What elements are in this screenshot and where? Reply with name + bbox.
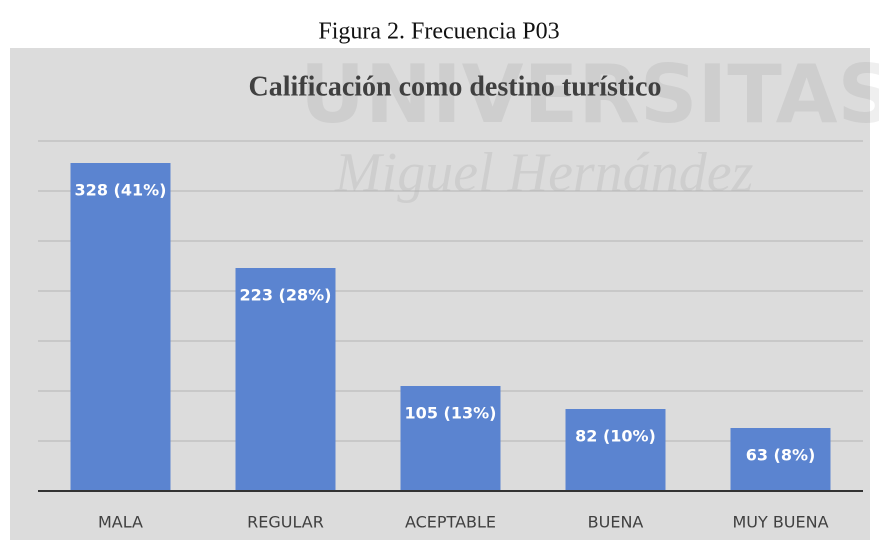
data-label: 223 (28%): [240, 286, 332, 305]
x-tick-label: MALA: [98, 513, 143, 532]
chart-title: Calificación como destino turístico: [249, 71, 662, 102]
x-tick-label: REGULAR: [247, 513, 324, 532]
watermark: Miguel Hernández: [334, 142, 754, 204]
watermark: UNIVERSITAS: [300, 48, 879, 141]
x-tick-label: BUENA: [588, 513, 644, 532]
data-label: 82 (10%): [575, 427, 656, 446]
bar: [70, 163, 171, 491]
bar: [730, 428, 831, 491]
x-tick-label: MUY BUENA: [732, 513, 828, 532]
bar: [235, 268, 336, 491]
x-tick-label: ACEPTABLE: [405, 513, 496, 532]
data-label: 328 (41%): [75, 181, 167, 200]
data-label: 63 (8%): [746, 446, 816, 465]
bar: [400, 386, 501, 491]
figure-caption: Figura 2. Frecuencia P03: [318, 19, 559, 45]
bar: [565, 409, 666, 491]
data-label: 105 (13%): [405, 404, 497, 423]
